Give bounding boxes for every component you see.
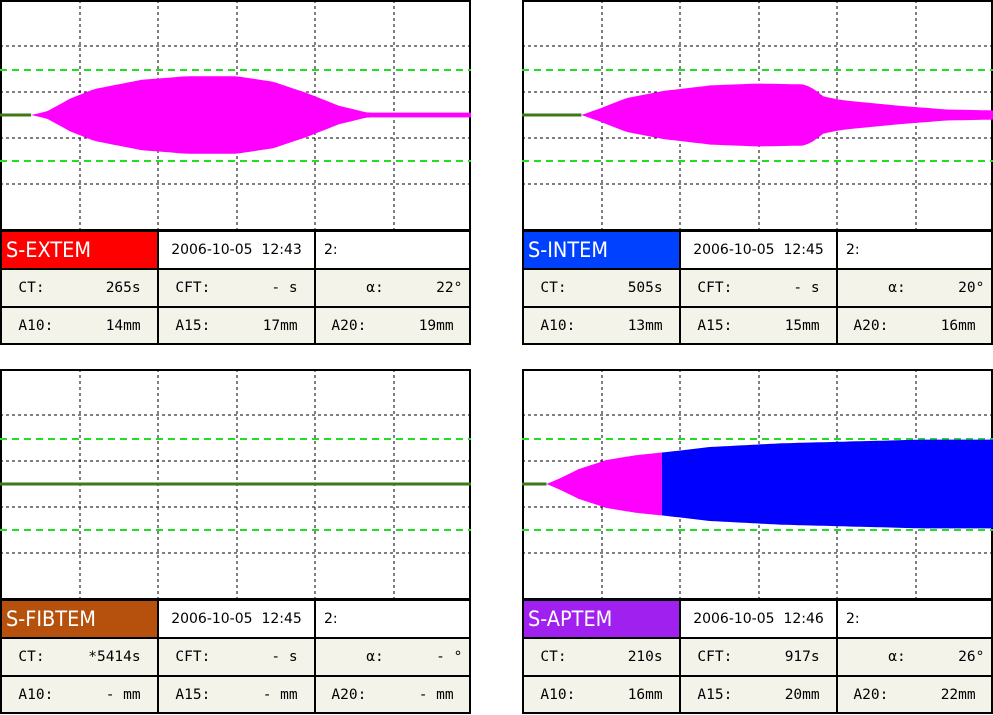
param-ct: CT: 210s xyxy=(522,637,681,677)
temogram-plot xyxy=(522,0,993,231)
temogram-svg xyxy=(522,369,993,600)
clot-trace-firmness xyxy=(661,439,993,529)
test-name: S-APTEM xyxy=(522,599,681,639)
param-a10: A10: 13mm xyxy=(522,306,681,345)
test-name-label: S-EXTEM xyxy=(6,238,92,262)
plot-grid xyxy=(0,0,471,231)
param-a10: A10: 14mm xyxy=(0,306,159,345)
param-cft: CFT: - s xyxy=(157,268,316,308)
param-a15: A15: 17mm xyxy=(157,306,316,345)
param-a15: A15: 20mm xyxy=(679,675,838,714)
temogram-plot xyxy=(0,369,471,600)
test-name-label: S-FIBTEM xyxy=(6,607,96,631)
clot-trace xyxy=(581,83,993,147)
param-cft: CFT: 917s xyxy=(679,637,838,677)
param-alpha: α: 26° xyxy=(836,637,993,677)
param-a20: A20: 22mm xyxy=(836,675,993,714)
test-name: S-EXTEM xyxy=(0,230,159,270)
clot-trace xyxy=(31,76,471,154)
test-name: S-INTEM xyxy=(522,230,681,270)
test-name: S-FIBTEM xyxy=(0,599,159,639)
channel-label: 2: xyxy=(314,599,471,639)
channel-label: 2: xyxy=(314,230,471,270)
param-ct: CT: 265s xyxy=(0,268,159,308)
run-timestamp: 2006-10-05 12:43 xyxy=(157,230,316,270)
panel-intem: S-INTEM 2006-10-05 12:45 2: CT: 505s CFT: - … xyxy=(522,0,993,345)
param-a15: A15: - mm xyxy=(157,675,316,714)
temogram-svg xyxy=(0,0,471,231)
temogram-svg xyxy=(522,0,993,231)
param-alpha: α: 20° xyxy=(836,268,993,308)
run-timestamp: 2006-10-05 12:45 xyxy=(679,230,838,270)
param-cft: CFT: - s xyxy=(679,268,838,308)
param-a20: A20: 16mm xyxy=(836,306,993,345)
param-ct: CT: *5414s xyxy=(0,637,159,677)
clot-trace-formation xyxy=(546,452,662,516)
temogram-svg xyxy=(0,369,471,600)
panel-fibtem: S-FIBTEM 2006-10-05 12:45 2: CT: *5414s CFT:… xyxy=(0,369,471,714)
temogram-plot xyxy=(522,369,993,600)
panel-aptem: S-APTEM 2006-10-05 12:46 2: CT: 210s CFT: 91… xyxy=(522,369,993,714)
result-table: S-INTEM 2006-10-05 12:45 2: CT: 505s CFT: - … xyxy=(522,230,993,345)
param-a20: A20: - mm xyxy=(314,675,471,714)
param-alpha: α: - ° xyxy=(314,637,471,677)
run-timestamp: 2006-10-05 12:46 xyxy=(679,599,838,639)
panel-extem: S-EXTEM 2006-10-05 12:43 2: CT: 265s CFT: - … xyxy=(0,0,471,345)
param-ct: CT: 505s xyxy=(522,268,681,308)
result-table: S-EXTEM 2006-10-05 12:43 2: CT: 265s CFT: - … xyxy=(0,230,471,345)
param-a15: A15: 15mm xyxy=(679,306,838,345)
channel-label: 2: xyxy=(836,599,993,639)
param-alpha: α: 22° xyxy=(314,268,471,308)
result-table: S-APTEM 2006-10-05 12:46 2: CT: 210s CFT: 91… xyxy=(522,599,993,714)
temogram-plot xyxy=(0,0,471,231)
param-a20: A20: 19mm xyxy=(314,306,471,345)
test-name-label: S-INTEM xyxy=(528,238,609,262)
channel-label: 2: xyxy=(836,230,993,270)
run-timestamp: 2006-10-05 12:45 xyxy=(157,599,316,639)
test-name-label: S-APTEM xyxy=(528,607,613,631)
param-cft: CFT: - s xyxy=(157,637,316,677)
result-table: S-FIBTEM 2006-10-05 12:45 2: CT: *5414s CFT:… xyxy=(0,599,471,714)
param-a10: A10: 16mm xyxy=(522,675,681,714)
param-a10: A10: - mm xyxy=(0,675,159,714)
